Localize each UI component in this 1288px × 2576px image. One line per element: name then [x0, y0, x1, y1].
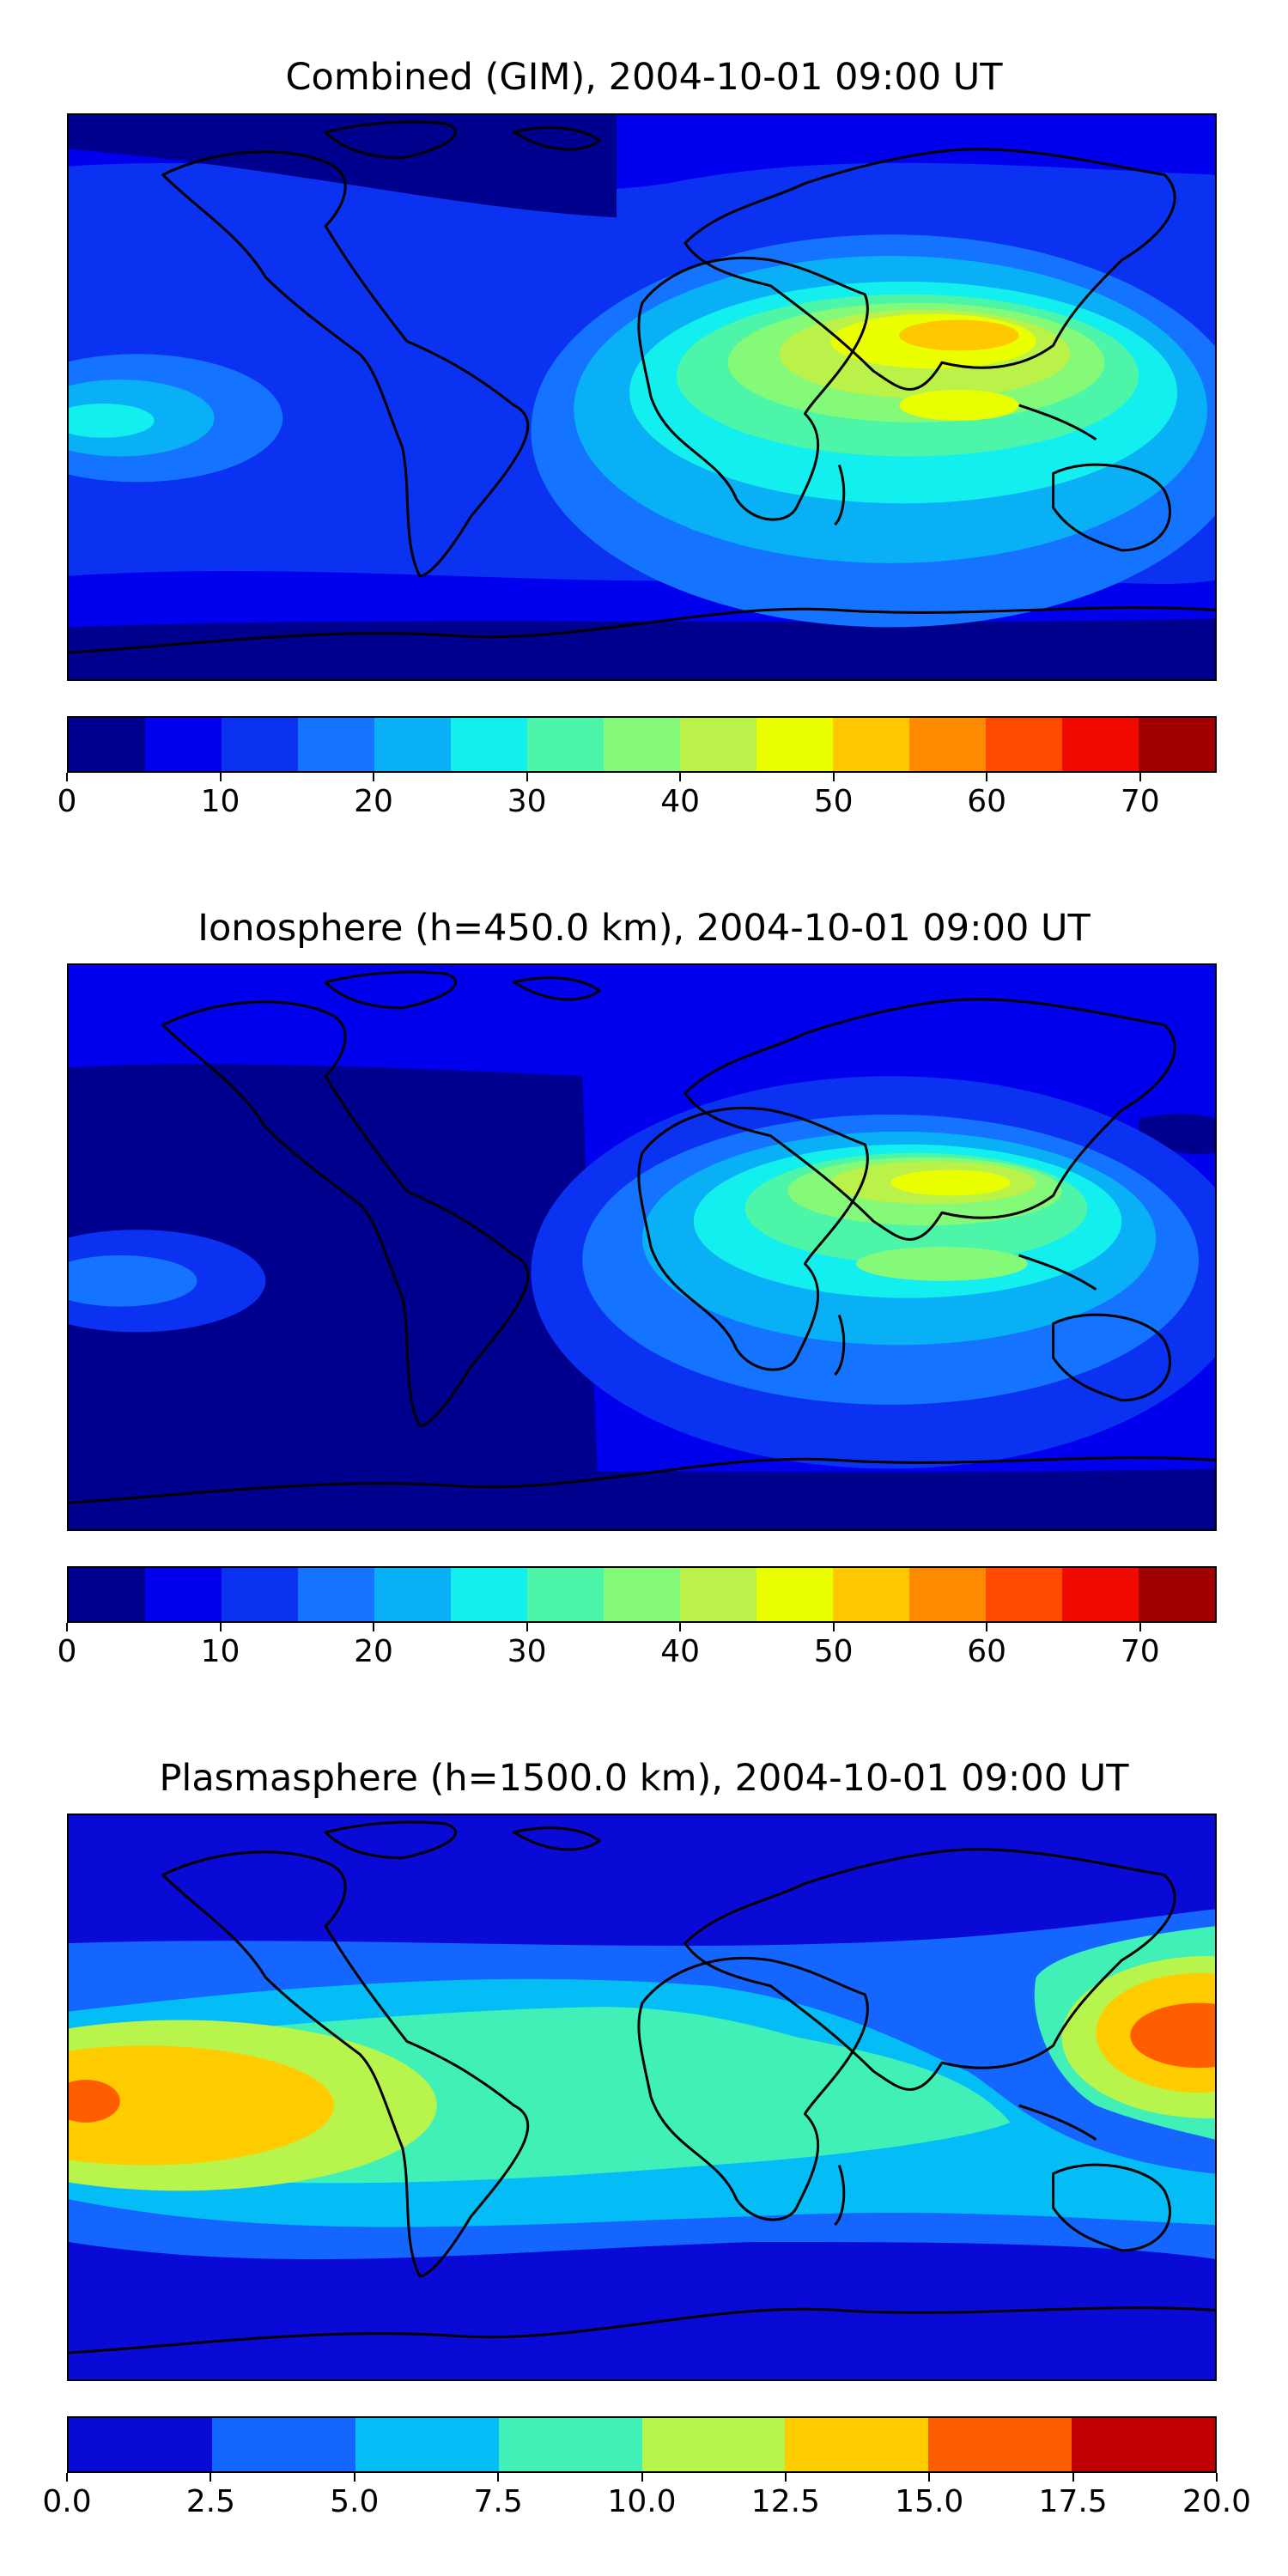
colorbar-plasmasphere — [67, 2416, 1217, 2473]
colorbar-tick-label: 40 — [660, 784, 701, 819]
colorbar-tick-label: 60 — [967, 1634, 1007, 1669]
colorbar-tick-label: 0 — [57, 784, 77, 819]
colorbar-tick — [497, 2473, 500, 2482]
colorbar-swatch — [833, 718, 909, 771]
colorbar-tick-label: 10 — [200, 1634, 240, 1669]
colorbar-tick-label: 70 — [1120, 784, 1160, 819]
colorbar-swatch — [222, 718, 298, 771]
colorbar-swatch — [374, 718, 451, 771]
colorbar-ionosphere — [67, 1566, 1217, 1623]
colorbar-swatch — [527, 1568, 604, 1621]
colorbar-tick — [679, 1623, 682, 1631]
colorbar-tick — [373, 1623, 375, 1631]
colorbar-tick — [66, 773, 68, 781]
colorbar-swatch — [909, 1568, 986, 1621]
colorbar-swatch — [69, 718, 145, 771]
colorbar-swatch — [451, 1568, 527, 1621]
colorbar-swatch — [222, 1568, 298, 1621]
colorbar-tick-label: 0.0 — [42, 2484, 92, 2519]
colorbar-swatch — [604, 1568, 680, 1621]
tec-map-plasmasphere — [67, 1814, 1217, 2381]
colorbar-tick — [219, 773, 222, 781]
colorbar-swatch — [680, 1568, 756, 1621]
colorbar-swatch — [756, 718, 833, 771]
colorbar-tick — [210, 2473, 212, 2482]
colorbar-combined — [67, 716, 1217, 773]
colorbar-tick-label: 20 — [354, 784, 393, 819]
colorbar-tick-label: 17.5 — [1038, 2484, 1108, 2519]
colorbar-tick — [66, 1623, 68, 1631]
colorbar-swatch — [1062, 718, 1139, 771]
colorbar-tick-label: 30 — [507, 784, 547, 819]
colorbar-tick — [66, 2473, 68, 2482]
colorbar-tick-label: 0 — [57, 1634, 77, 1669]
colorbar-tick-label: 12.5 — [750, 2484, 820, 2519]
colorbar-tick-label: 7.5 — [473, 2484, 523, 2519]
map-title-combined: Combined (GIM), 2004-10-01 09:00 UT — [285, 56, 1003, 99]
colorbar-swatch — [498, 2418, 642, 2471]
colorbar-swatch — [833, 1568, 909, 1621]
colorbar-tick — [832, 1623, 835, 1631]
colorbar-tick-label: 20 — [354, 1634, 393, 1669]
colorbar-swatch — [1062, 1568, 1139, 1621]
colorbar-tick-label: 15.0 — [895, 2484, 964, 2519]
colorbar-tick — [986, 773, 988, 781]
colorbar-tick — [641, 2473, 643, 2482]
colorbar-tick — [353, 2473, 355, 2482]
map-title-plasmasphere: Plasmasphere (h=1500.0 km), 2004-10-01 0… — [159, 1757, 1129, 1800]
colorbar-swatch — [298, 718, 374, 771]
tec-map-ionosphere — [67, 963, 1217, 1531]
colorbar-tick — [526, 1623, 528, 1631]
colorbar-tick — [1072, 2473, 1074, 2482]
colorbar-tick-label: 10.0 — [607, 2484, 677, 2519]
colorbar-swatch — [69, 2418, 212, 2471]
colorbar-swatch — [69, 1568, 145, 1621]
colorbar-tick — [986, 1623, 988, 1631]
colorbar-tick-label: 50 — [813, 784, 854, 819]
colorbar-tick-label: 2.5 — [185, 2484, 235, 2519]
colorbar-swatch — [785, 2418, 929, 2471]
colorbar-tick — [1139, 1623, 1141, 1631]
colorbar-swatch — [145, 1568, 222, 1621]
colorbar-swatch — [145, 718, 222, 771]
colorbar-tick — [373, 773, 375, 781]
colorbar-swatch — [986, 718, 1062, 771]
colorbar-tick-label: 20.0 — [1182, 2484, 1252, 2519]
colorbar-tick — [928, 2473, 931, 2482]
colorbar-swatch — [451, 718, 527, 771]
colorbar-swatch — [355, 2418, 499, 2471]
colorbar-swatch — [604, 718, 680, 771]
colorbar-tick-label: 60 — [967, 784, 1007, 819]
colorbar-swatch — [641, 2418, 786, 2471]
colorbar-swatch — [909, 718, 986, 771]
colorbar-tick — [832, 773, 835, 781]
colorbar-swatch — [928, 2418, 1072, 2471]
colorbar-swatch — [527, 718, 604, 771]
colorbar-tick-label: 30 — [507, 1634, 547, 1669]
colorbar-tick-label: 70 — [1120, 1634, 1160, 1669]
map-title-ionosphere: Ionosphere (h=450.0 km), 2004-10-01 09:0… — [197, 907, 1091, 950]
colorbar-tick-label: 40 — [660, 1634, 701, 1669]
colorbar-swatch — [1139, 1568, 1215, 1621]
colorbar-tick — [679, 773, 682, 781]
colorbar-swatch — [680, 718, 756, 771]
tec-map-combined — [67, 113, 1217, 681]
colorbar-tick — [784, 2473, 787, 2482]
colorbar-tick-label: 50 — [813, 1634, 854, 1669]
colorbar-swatch — [374, 1568, 451, 1621]
colorbar-swatch — [756, 1568, 833, 1621]
colorbar-swatch — [986, 1568, 1062, 1621]
colorbar-swatch — [1072, 2418, 1215, 2471]
colorbar-tick — [1216, 2473, 1218, 2482]
colorbar-tick-label: 5.0 — [330, 2484, 380, 2519]
colorbar-tick — [219, 1623, 222, 1631]
colorbar-tick — [526, 773, 528, 781]
colorbar-swatch — [211, 2418, 355, 2471]
colorbar-tick-label: 10 — [200, 784, 240, 819]
colorbar-swatch — [1139, 718, 1215, 771]
colorbar-swatch — [298, 1568, 374, 1621]
colorbar-tick — [1139, 773, 1141, 781]
